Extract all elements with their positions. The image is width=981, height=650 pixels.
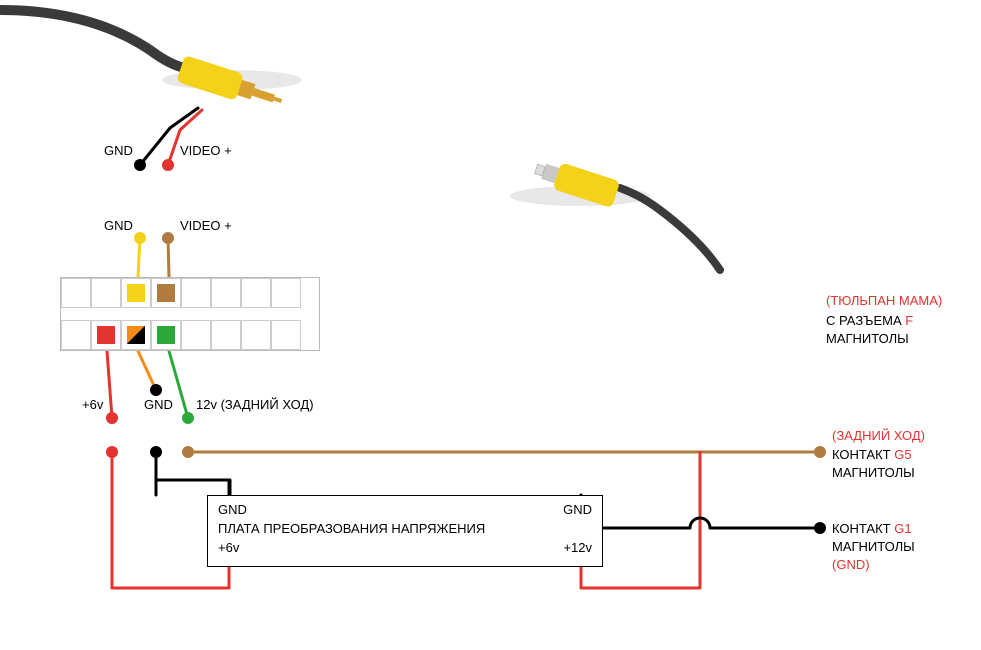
- converter-gnd-left-label: GND: [218, 502, 247, 517]
- rear-gear-label: (ЗАДНИЙ ХОД): [832, 428, 925, 443]
- connector-pin: [61, 320, 91, 350]
- contact-g5-label: КОНТАКТ G5: [832, 447, 912, 462]
- converter-plus12-label: +12v: [563, 540, 592, 555]
- connector-pin: [211, 278, 241, 308]
- voltage-converter-box: GND GND ПЛАТА ПРЕОБРАЗОВАНИЯ НАПРЯЖЕНИЯ …: [207, 495, 603, 567]
- video2-label: VIDEO +: [180, 218, 232, 233]
- magnitoly1-label: МАГНИТОЛЫ: [826, 331, 909, 346]
- contact-g1-label: КОНТАКТ G1: [832, 521, 912, 536]
- connector-pin: [61, 278, 91, 308]
- plus6v-label: +6v: [82, 397, 103, 412]
- converter-plus6-label: +6v: [218, 540, 239, 555]
- gnd-red-label: (GND): [832, 557, 870, 572]
- connector-pin: [271, 278, 301, 308]
- connector-pin: [91, 278, 121, 308]
- magnitoly2-label: МАГНИТОЛЫ: [832, 465, 915, 480]
- connector-pin: [121, 320, 151, 350]
- connector-pin: [121, 278, 151, 308]
- converter-title: ПЛАТА ПРЕОБРАЗОВАНИЯ НАПРЯЖЕНИЯ: [218, 521, 592, 536]
- connector-pin: [271, 320, 301, 350]
- connector-pin: [181, 278, 211, 308]
- connector-pin: [181, 320, 211, 350]
- video1-label: VIDEO +: [180, 143, 232, 158]
- connector-pin: [151, 320, 181, 350]
- connector-pin: [241, 278, 271, 308]
- gnd1-label: GND: [104, 143, 133, 158]
- magnitoly3-label: МАГНИТОЛЫ: [832, 539, 915, 554]
- gnd2-label: GND: [104, 218, 133, 233]
- connector-pin: [241, 320, 271, 350]
- gnd3-label: GND: [144, 397, 173, 412]
- connector-pin: [211, 320, 241, 350]
- twelve-v-rear-label: 12v (ЗАДНИЙ ХОД): [196, 397, 314, 412]
- from-f-label: С РАЗЪЕМА F: [826, 313, 913, 328]
- converter-gnd-right-label: GND: [563, 502, 592, 517]
- tulip-mama-label: (ТЮЛЬПАН МАМА): [826, 293, 942, 308]
- connector-pin: [91, 320, 121, 350]
- connector-block: [60, 277, 320, 351]
- connector-pin: [151, 278, 181, 308]
